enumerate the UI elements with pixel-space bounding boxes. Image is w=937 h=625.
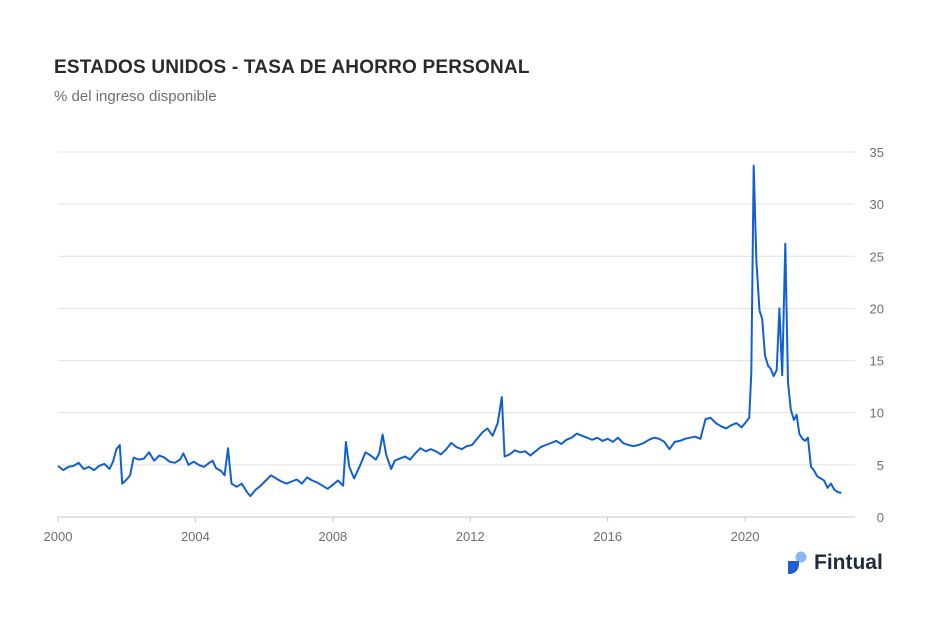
x-tick-label: 2012 xyxy=(456,529,485,544)
y-tick-label: 30 xyxy=(870,197,884,212)
fintual-logo-icon xyxy=(788,551,807,574)
y-tick-label: 5 xyxy=(877,458,884,473)
series-layer xyxy=(57,164,842,498)
series-line xyxy=(57,164,842,498)
x-tick-label: 2000 xyxy=(44,529,73,544)
x-axis-ticks: 2000 2004 2008 2012 2016 2020 xyxy=(44,517,760,544)
x-tick-label: 2004 xyxy=(181,529,210,544)
y-tick-label: 10 xyxy=(870,406,884,421)
y-axis-ticks: 0 5 10 15 20 25 30 35 xyxy=(870,145,884,525)
y-tick-label: 35 xyxy=(870,145,884,160)
brand-logo: Fintual xyxy=(788,550,883,576)
chart-subtitle: % del ingreso disponible xyxy=(54,88,217,105)
x-tick-label: 2016 xyxy=(593,529,622,544)
brand-name: Fintual xyxy=(814,551,883,574)
x-tick-label: 2008 xyxy=(318,529,347,544)
x-tick-label: 2020 xyxy=(731,529,760,544)
y-tick-label: 0 xyxy=(877,510,884,525)
y-tick-label: 15 xyxy=(870,354,884,369)
y-tick-label: 20 xyxy=(870,301,884,316)
gridlines xyxy=(58,151,855,518)
chart-title: ESTADOS UNIDOS - TASA DE AHORRO PERSONAL xyxy=(54,57,530,78)
y-tick-label: 25 xyxy=(870,249,884,264)
